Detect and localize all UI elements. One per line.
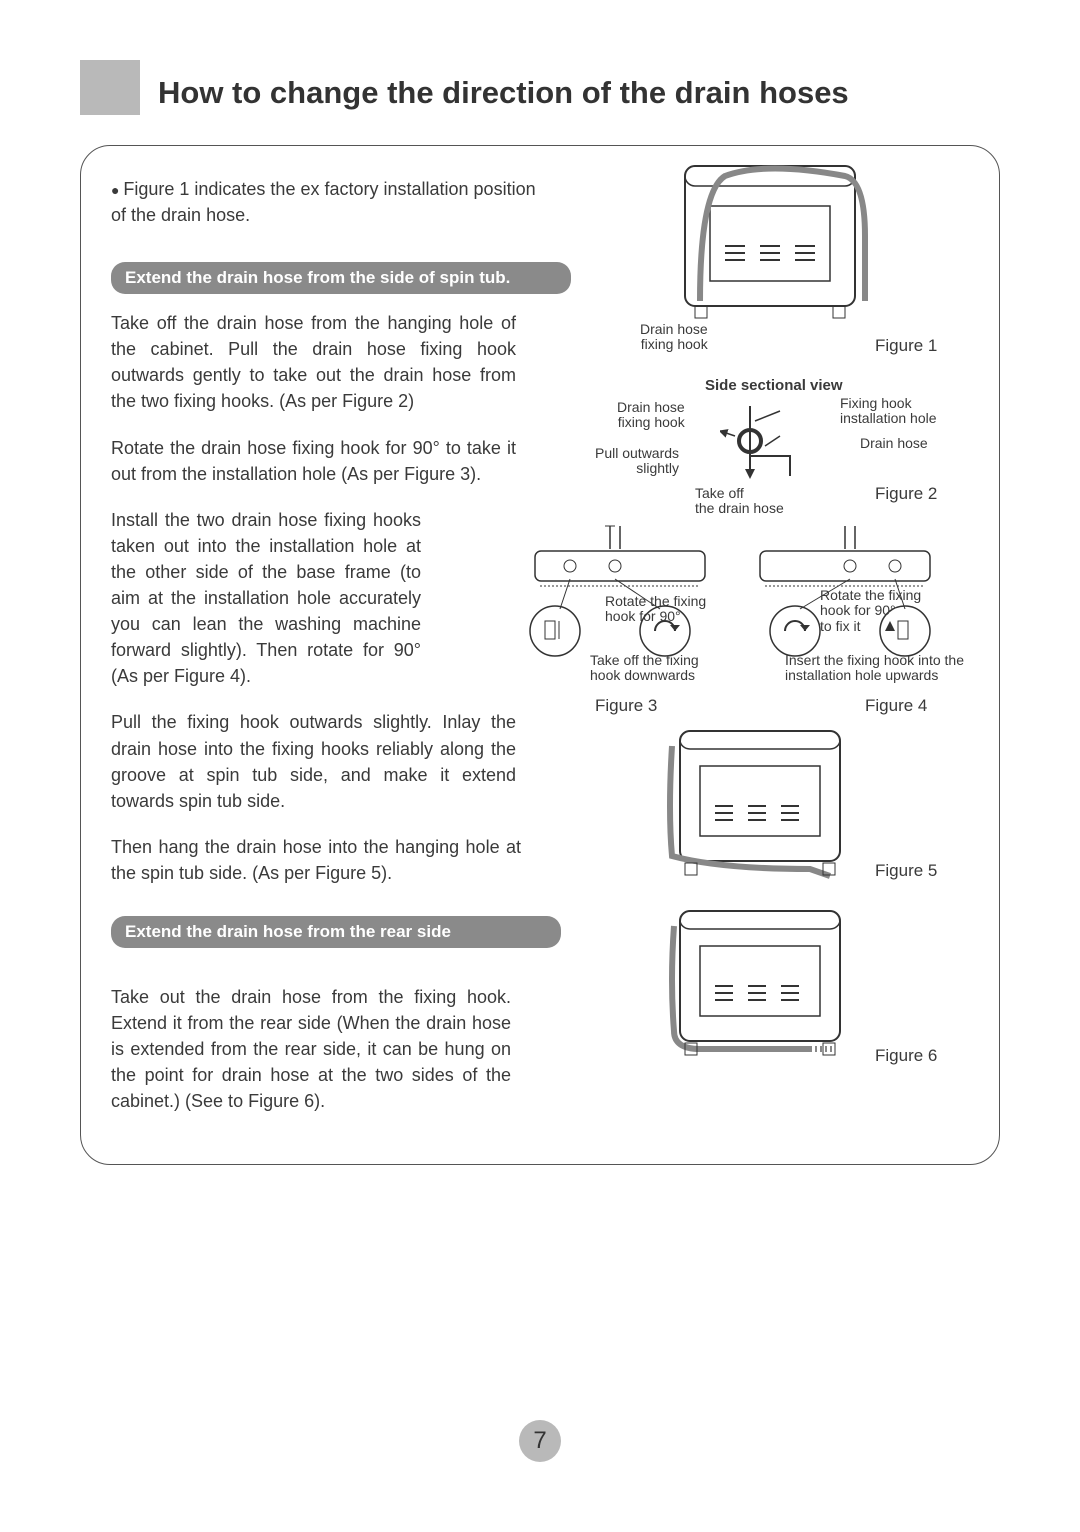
- figure-5-label: Figure 5: [875, 861, 937, 881]
- side-sectional-title: Side sectional view: [705, 378, 843, 395]
- figure-3-label: Figure 3: [595, 696, 657, 716]
- callout-takeoff-down: Take off the fixing hook downwards: [590, 653, 699, 684]
- section-1-para-2: Rotate the drain hose fixing hook for 90…: [111, 435, 516, 487]
- figure-1-label: Figure 1: [875, 336, 937, 356]
- section-1-para-4: Pull the fixing hook outwards slightly. …: [111, 709, 516, 813]
- page-number-badge: 7: [519, 1420, 561, 1462]
- callout-pull-outwards: Pull outwards slightly: [595, 446, 679, 477]
- header-accent-block: [80, 60, 140, 115]
- section-1-heading: Extend the drain hose from the side of s…: [111, 262, 571, 294]
- washer-rear-hose-icon: [660, 901, 860, 1061]
- callout-insert-up: Insert the fixing hook into the installa…: [785, 653, 964, 684]
- figure-2-label: Figure 2: [875, 484, 937, 504]
- figure-4-label: Figure 4: [865, 696, 927, 716]
- page-title: How to change the direction of the drain…: [158, 75, 849, 115]
- page-number: 7: [519, 1420, 561, 1462]
- washer-side-hose-icon: [660, 721, 860, 881]
- figure-6: [660, 901, 860, 1061]
- callout-fixing-hook-1: Drain hose fixing hook: [640, 322, 708, 353]
- figure-6-label: Figure 6: [875, 1046, 937, 1066]
- callout-takeoff-hose: Take off the drain hose: [695, 486, 784, 517]
- washer-rear-icon: [665, 156, 875, 326]
- intro-text: Figure 1 indicates the ex factory instal…: [111, 176, 541, 228]
- page-header: How to change the direction of the drain…: [80, 60, 1000, 115]
- figure-2: [720, 401, 820, 491]
- section-1-para-1: Take off the drain hose from the hanging…: [111, 310, 516, 414]
- callout-drain-hose: Drain hose: [860, 436, 928, 451]
- side-section-icon: [720, 401, 820, 491]
- content-frame: Figure 1 indicates the ex factory instal…: [80, 145, 1000, 1165]
- section-2-heading: Extend the drain hose from the rear side: [111, 916, 561, 948]
- text-column: Figure 1 indicates the ex factory instal…: [111, 176, 541, 1114]
- callout-rotate-90-fix: Rotate the fixing hook for 90° to fix it: [820, 588, 921, 634]
- callout-rotate-90-a: Rotate the fixing hook for 90°: [605, 594, 706, 625]
- section-1-para-5: Then hang the drain hose into the hangin…: [111, 834, 521, 886]
- callout-fixing-hook-2: Drain hose fixing hook: [617, 400, 685, 431]
- figure-1: [665, 156, 875, 326]
- callout-install-hole: Fixing hook installation hole: [840, 396, 937, 427]
- section-1-para-3: Install the two drain hose fixing hooks …: [111, 507, 421, 690]
- figure-5: [660, 721, 860, 881]
- section-2-para-1: Take out the drain hose from the fixing …: [111, 984, 511, 1114]
